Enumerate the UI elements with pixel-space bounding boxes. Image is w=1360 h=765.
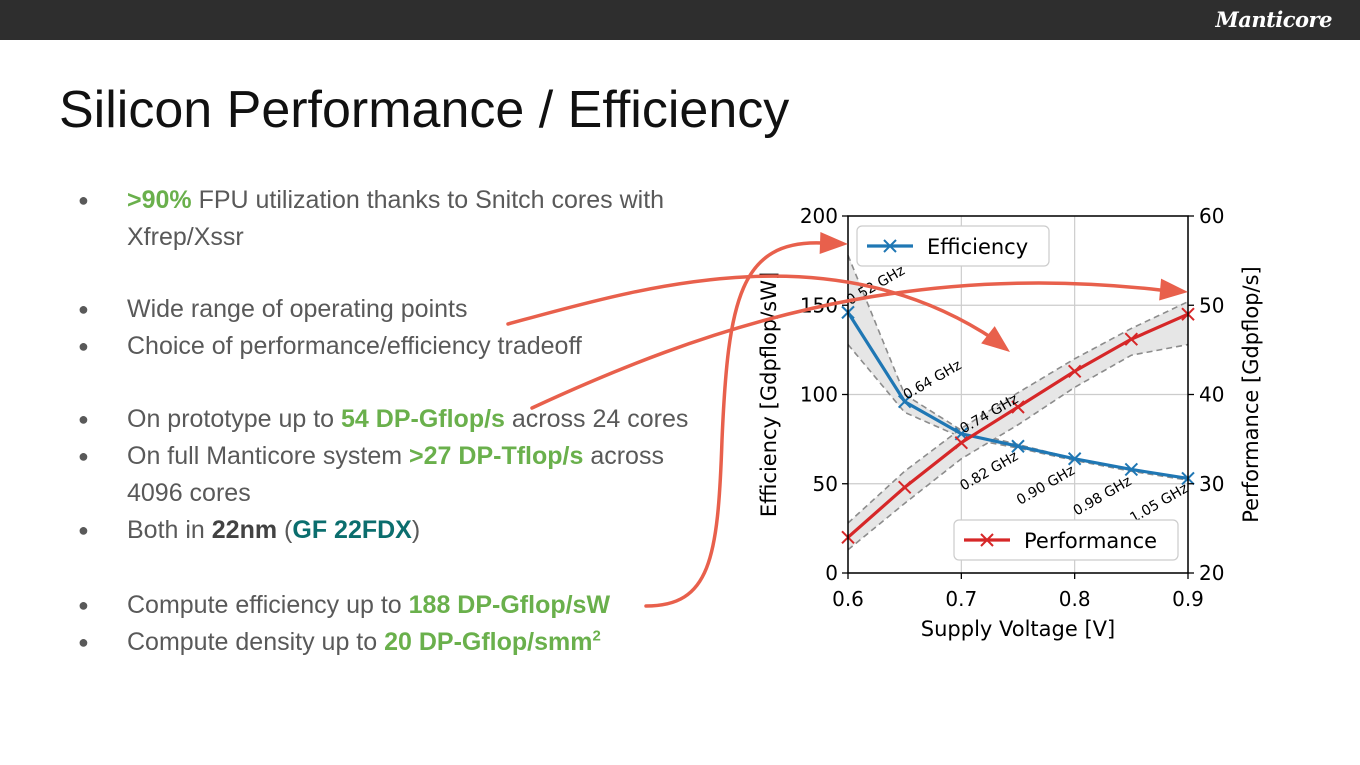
performance-point xyxy=(1011,400,1025,414)
highlight-value: 188 DP-Gflop/sW xyxy=(408,591,611,619)
frequency-label: 0.64 GHz xyxy=(901,357,965,403)
performance-point xyxy=(1124,332,1139,346)
bullet-dot: ● xyxy=(78,190,89,210)
bullet-dot: ● xyxy=(78,409,89,429)
x-tick-label: 0.7 xyxy=(945,587,977,611)
bullet-dot: ● xyxy=(78,595,89,615)
efficiency-point xyxy=(897,394,912,409)
highlight-value: 20 DP-Gflop/smm xyxy=(384,628,593,656)
arrow-wide-range xyxy=(506,274,1010,352)
bullet-dot: ● xyxy=(78,446,89,466)
top-bar: Manticore xyxy=(0,0,1360,40)
y-right-axis-label: Performance [Gdpflop/s] xyxy=(1239,266,1263,523)
y-right-tick-label: 30 xyxy=(1199,472,1224,496)
brand-logo: Manticore xyxy=(1215,7,1332,32)
highlight-value: 54 DP-Gflop/s xyxy=(341,405,505,433)
performance-point xyxy=(897,480,912,495)
performance-upper-bound xyxy=(847,300,1189,524)
arrow-peak-performance xyxy=(530,278,1188,410)
y-left-tick-label: 100 xyxy=(800,383,838,407)
y-left-axis-label: Efficiency [Gdpflop/sW] xyxy=(757,272,781,517)
frequency-label: 0.90 GHz xyxy=(1014,463,1078,509)
y-right-tick-label: 40 xyxy=(1199,383,1224,407)
highlight-value: >27 DP-Tflop/s xyxy=(409,442,584,470)
x-tick-label: 0.9 xyxy=(1172,587,1204,611)
y-right-tick-label: 20 xyxy=(1199,561,1224,585)
efficiency-point xyxy=(1011,439,1025,453)
x-tick-label: 0.6 xyxy=(832,587,864,611)
x-tick-label: 0.8 xyxy=(1059,587,1091,611)
performance-band xyxy=(848,301,1188,550)
y-left-tick-label: 0 xyxy=(825,561,838,585)
performance-lower-bound xyxy=(847,343,1189,551)
y-right-tick-label: 60 xyxy=(1199,204,1224,228)
efficiency-band xyxy=(848,255,1188,481)
y-left-tick-label: 50 xyxy=(813,472,838,496)
bullet-dot: ● xyxy=(78,520,89,540)
arrow-peak-efficiency xyxy=(644,232,848,608)
bullet-dot: ● xyxy=(78,632,89,652)
x-axis-label: Supply Voltage [V] xyxy=(921,617,1115,641)
legend-performance: Performance xyxy=(953,519,1179,561)
y-right-tick-label: 50 xyxy=(1199,293,1224,317)
frequency-label: 0.98 GHz xyxy=(1071,473,1135,519)
bullet-dot: ● xyxy=(78,336,89,356)
legend-label: Performance xyxy=(1024,529,1157,553)
performance-point xyxy=(954,435,969,450)
efficiency-lower-bound xyxy=(847,344,1189,481)
slide-title: Silicon Performance / Efficiency xyxy=(59,81,790,139)
efficiency-point xyxy=(1124,462,1139,477)
bullet-dot: ● xyxy=(78,299,89,319)
legend-efficiency: Efficiency xyxy=(856,225,1050,267)
performance-point xyxy=(1067,364,1082,379)
efficiency-point xyxy=(1067,452,1082,466)
y-left-tick-label: 200 xyxy=(800,204,838,228)
highlight-value: >90% xyxy=(127,186,192,214)
technology-name: GF 22FDX xyxy=(292,516,412,544)
legend-label: Efficiency xyxy=(927,235,1028,259)
